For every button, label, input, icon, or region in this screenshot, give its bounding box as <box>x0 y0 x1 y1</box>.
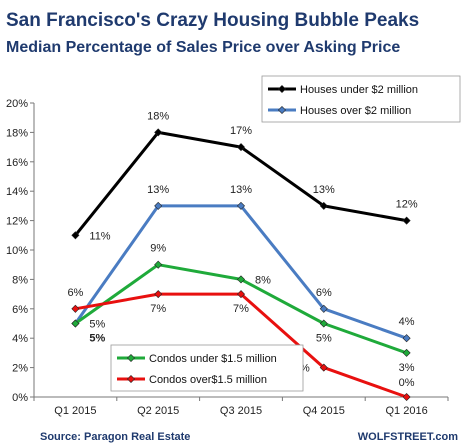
data-point <box>154 201 163 210</box>
data-point <box>154 290 163 299</box>
data-point <box>319 319 328 328</box>
legend-label: Houses over $2 million <box>300 105 411 117</box>
legend-marker <box>126 374 136 384</box>
data-label: 12% <box>396 199 418 211</box>
x-tick-label: Q4 2015 <box>303 405 345 417</box>
legend-marker <box>126 353 136 363</box>
x-tick-label: Q1 2016 <box>385 405 427 417</box>
data-point <box>402 392 411 402</box>
y-tick-label: 20% <box>6 98 28 110</box>
legend-bottom: Condos under $1.5 million Condos over$1.5… <box>110 344 304 392</box>
data-labels: 11% 18% 17% 13% 12% 5% 13% 13% 6% 4% 5% 9% 8% 5% 3% 6% 7… <box>67 110 417 389</box>
legend-bottom-box <box>110 344 304 392</box>
data-point <box>236 290 246 299</box>
data-label: 0% <box>399 377 415 389</box>
data-point <box>71 231 80 240</box>
y-tick-label: 14% <box>6 186 28 198</box>
source-note: Source: Paragon Real Estate <box>40 431 190 443</box>
data-point <box>236 143 246 152</box>
series-2 <box>71 201 411 343</box>
data-label: 9% <box>150 243 166 255</box>
legend-label: Condos over$1.5 million <box>149 374 267 386</box>
data-label: 11% <box>89 230 110 242</box>
y-tick-label: 12% <box>6 216 28 228</box>
data-label: 5% <box>316 333 332 345</box>
data-label: 13% <box>230 184 252 196</box>
data-label: 13% <box>147 184 169 196</box>
x-tick-label: Q3 2015 <box>220 405 262 417</box>
x-tick-label: Q1 2015 <box>54 405 96 417</box>
series-1 <box>71 128 411 240</box>
data-point <box>154 260 163 269</box>
legend-label: Houses under $2 million <box>300 84 418 96</box>
legend-label: Condos under $1.5 million <box>149 353 277 365</box>
y-tick-label: 4% <box>12 333 28 345</box>
y-tick-label: 6% <box>12 304 28 316</box>
y-tick-label: 16% <box>6 157 28 169</box>
data-label: 6% <box>316 287 332 299</box>
data-label: 18% <box>147 110 169 122</box>
y-tick-label: 18% <box>6 127 28 139</box>
data-label: 4% <box>399 316 415 328</box>
data-point <box>71 319 80 328</box>
data-point <box>319 363 328 372</box>
data-point <box>236 201 246 210</box>
data-point <box>154 128 163 137</box>
legend-top-box <box>261 75 461 123</box>
data-point <box>402 334 411 343</box>
data-point <box>319 304 328 313</box>
legend-marker <box>277 84 287 94</box>
data-label: 5% <box>89 319 105 331</box>
chart-subtitle: Median Percentage of Sales Price over As… <box>6 39 400 56</box>
data-point <box>236 275 246 284</box>
y-tick-label: 2% <box>12 363 28 375</box>
data-label: 8% <box>255 274 271 286</box>
axes: 0% 2% 4% 6% 8% 10% 12% 14% 16% 18% 20% Q1 2015 Q2 20… <box>6 98 449 417</box>
legend-marker <box>277 105 287 115</box>
data-label: 6% <box>67 287 83 299</box>
data-label: 13% <box>313 184 335 196</box>
data-point <box>71 304 80 313</box>
legend-top: Houses under $2 million Houses over $2 mi… <box>261 75 461 123</box>
data-label: 5% <box>89 333 105 345</box>
y-tick-label: 10% <box>6 245 28 257</box>
data-point <box>402 348 411 357</box>
data-label: 17% <box>230 125 252 137</box>
series-layer <box>71 128 411 402</box>
x-tick-label: Q2 2015 <box>137 405 179 417</box>
data-point <box>402 216 411 225</box>
credit-note: WOLFSTREET.com <box>358 431 458 443</box>
series-4 <box>71 290 411 402</box>
y-tick-label: 8% <box>12 274 28 286</box>
data-point <box>319 201 328 210</box>
data-label: 7% <box>150 303 166 315</box>
chart-title: San Francisco's Crazy Housing Bubble Pea… <box>6 10 419 31</box>
series-line <box>74 204 408 340</box>
data-label: 7% <box>233 303 249 315</box>
y-tick-label: 0% <box>12 392 28 404</box>
data-label: 3% <box>399 362 415 374</box>
series-3 <box>71 260 411 357</box>
